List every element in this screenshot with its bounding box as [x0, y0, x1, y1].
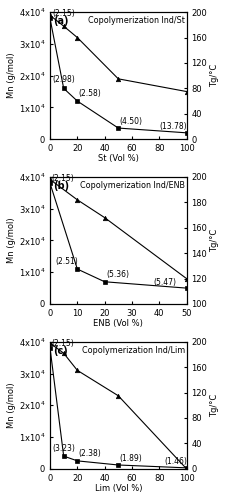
Text: (2.51): (2.51)	[55, 257, 78, 266]
Text: (4.50): (4.50)	[119, 118, 142, 126]
Y-axis label: Mn (g/mol): Mn (g/mol)	[7, 218, 16, 264]
Text: (b): (b)	[52, 181, 69, 191]
Y-axis label: Tg/°C: Tg/°C	[209, 64, 218, 88]
Text: (13.78): (13.78)	[159, 122, 186, 131]
Text: (1.46): (1.46)	[164, 458, 187, 466]
Text: (2.15): (2.15)	[52, 10, 75, 18]
Text: (2.58): (2.58)	[78, 89, 101, 98]
Text: (2.15): (2.15)	[51, 339, 74, 348]
Y-axis label: Tg/°C: Tg/°C	[209, 394, 218, 417]
Y-axis label: Mn (g/mol): Mn (g/mol)	[7, 53, 16, 98]
Text: (a): (a)	[52, 16, 68, 26]
Text: (3.23): (3.23)	[52, 444, 75, 453]
Text: Copolymerization Ind/St: Copolymerization Ind/St	[88, 16, 184, 25]
X-axis label: ENB (Vol %): ENB (Vol %)	[93, 319, 143, 328]
Text: (c): (c)	[52, 346, 67, 356]
Y-axis label: Tg/°C: Tg/°C	[209, 229, 218, 252]
Text: (2.15): (2.15)	[51, 174, 74, 184]
Text: (1.89): (1.89)	[119, 454, 142, 464]
Text: (2.38): (2.38)	[78, 450, 101, 458]
Text: (5.36): (5.36)	[106, 270, 128, 279]
Text: (2.98): (2.98)	[52, 74, 75, 84]
X-axis label: St (Vol %): St (Vol %)	[97, 154, 138, 164]
Y-axis label: Mn (g/mol): Mn (g/mol)	[7, 382, 16, 428]
Text: Copolymerization Ind/Lim: Copolymerization Ind/Lim	[82, 346, 184, 354]
Text: Copolymerization Ind/ENB: Copolymerization Ind/ENB	[80, 181, 184, 190]
Text: (5.47): (5.47)	[153, 278, 176, 286]
X-axis label: Lim (Vol %): Lim (Vol %)	[94, 484, 141, 493]
